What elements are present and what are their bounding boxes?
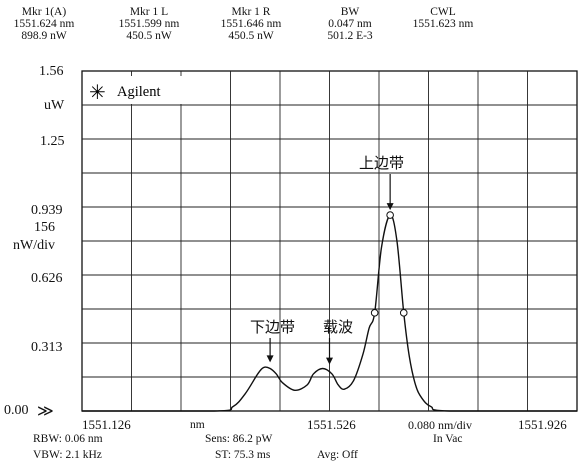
marker-readout: BW 0.047 nm 501.2 E-3: [305, 6, 395, 42]
x-unit-label: nm: [190, 419, 205, 431]
x-end-label: 1551.926: [518, 417, 567, 432]
y-tick-label: 0.626: [31, 271, 63, 286]
marker-readout-title: Mkr 1 R: [231, 6, 271, 18]
y-scale-value: 156: [34, 220, 55, 235]
y-top-value: 1.56: [39, 64, 64, 79]
marker-readout-line2: 898.9 nW: [21, 30, 67, 42]
y-scale-unit: nW/div: [13, 238, 55, 253]
ref-level-marker: ≫: [37, 403, 54, 420]
marker-readout-line1: 1551.624 nm: [13, 18, 75, 30]
marker-readout-line1: 1551.646 nm: [220, 18, 282, 30]
y-top-unit: uW: [44, 98, 65, 113]
marker-readout-line1: 1551.623 nm: [412, 18, 474, 30]
sens-setting: Sens: 86.2 pW: [205, 433, 273, 445]
marker-point: [370, 309, 379, 317]
marker-readout-title: Mkr 1(A): [21, 6, 67, 18]
x-center-label: 1551.526: [307, 417, 356, 432]
marker-readout: CWL 1551.623 nm: [398, 6, 488, 42]
marker-readout-line1: 0.047 nm: [328, 18, 372, 30]
y-tick-label: 0.00: [4, 403, 29, 418]
y-tick-label: 0.939: [31, 203, 63, 218]
marker-readout-line2: 450.5 nW: [228, 30, 274, 42]
marker-readout: Mkr 1(A) 1551.624 nm 898.9 nW: [0, 6, 89, 42]
agilent-logo: ✳ Agilent: [86, 76, 214, 104]
annotation-arrowhead-icon: [266, 355, 274, 363]
spectrum-line: [81, 214, 577, 412]
marker-point: [399, 309, 408, 317]
x-per-div-label: 0.080 nm/div: [408, 418, 473, 432]
marker-point: [386, 211, 394, 219]
marker-readout: Mkr 1 R 1551.646 nm 450.5 nW: [206, 6, 296, 42]
avg-setting: Avg: Off: [317, 449, 358, 461]
marker-readout-title: BW: [340, 6, 360, 18]
marker-readout-title: Mkr 1 L: [129, 6, 169, 18]
brand-name: Agilent: [117, 84, 161, 100]
spectrum-trace: [81, 211, 577, 412]
logo-glyph-icon: ✳: [89, 82, 106, 104]
annotation-arrowhead-icon: [386, 203, 394, 211]
marker-readout-line1: 1551.599 nm: [118, 18, 180, 30]
vbw-setting: VBW: 2.1 kHz: [33, 449, 102, 461]
chart-grid: [81, 70, 578, 412]
medium-label: In Vac: [433, 433, 463, 445]
y-tick-label: 1.25: [40, 134, 65, 149]
annotations: 下边带 载波 上边带: [250, 155, 404, 365]
st-setting: ST: 75.3 ms: [215, 449, 271, 461]
marker-readout-line2: 450.5 nW: [126, 30, 172, 42]
marker-readout: Mkr 1 L 1551.599 nm 450.5 nW: [104, 6, 194, 42]
annotation-arrowhead-icon: [326, 357, 333, 365]
marker-readout-line2: 501.2 E-3: [327, 30, 373, 42]
marker-readout-title: CWL: [430, 6, 456, 18]
annotation-label: 下边带: [250, 319, 295, 336]
annotation-label: 上边带: [359, 155, 404, 172]
annotation-label: 载波: [323, 319, 353, 336]
rbw-setting: RBW: 0.06 nm: [33, 433, 103, 445]
x-start-label: 1551.126: [82, 417, 131, 432]
y-tick-label: 0.313: [31, 340, 63, 355]
